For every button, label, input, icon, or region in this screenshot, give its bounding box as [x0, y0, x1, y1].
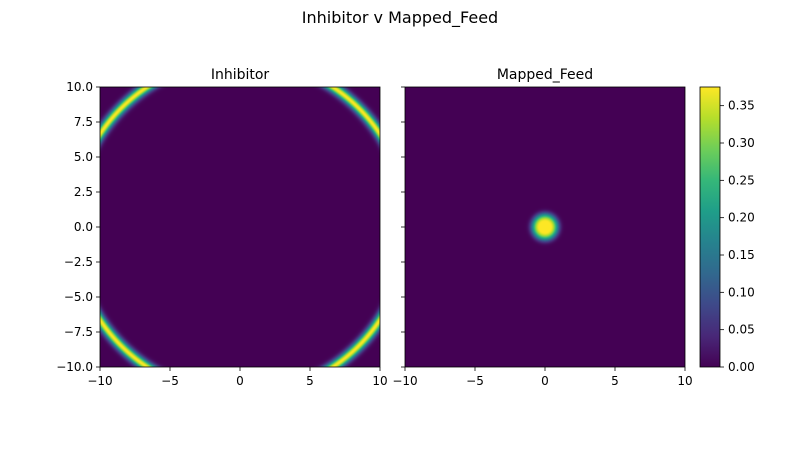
y-tick-label: 2.5 — [74, 185, 93, 199]
heatmap-image-mapped-feed — [405, 87, 685, 367]
x-tick-label: 5 — [611, 374, 619, 388]
y-tick-label: 0.0 — [74, 220, 93, 234]
colorbar-tick-label: 0.15 — [728, 248, 755, 262]
x-tick-label: 10 — [677, 374, 692, 388]
heatmap-panel-inhibitor: Inhibitor −10 −5 0 5 10 −10.0 −7.5 −5.0 −2.5 0.0 2… — [56, 67, 387, 388]
axis-ticks-inhibitor: −10 −5 0 5 10 −10.0 −7.5 −5.0 −2.5 0.0 2.5 5.0 7.5 10… — [56, 80, 387, 388]
x-tick-label: 0 — [236, 374, 244, 388]
panel-title-inhibitor: Inhibitor — [211, 67, 270, 83]
x-tick-label: −5 — [161, 374, 179, 388]
colorbar-tick-label: 0.20 — [728, 211, 755, 225]
y-tick-label: −10.0 — [56, 360, 93, 374]
x-tick-label: 0 — [541, 374, 549, 388]
y-tick-label: 5.0 — [74, 150, 93, 164]
y-tick-label: −5.0 — [64, 290, 93, 304]
axis-ticks-mapped-feed: −10 −5 0 5 10 — [392, 86, 693, 388]
figure-title: Inhibitor v Mapped_Feed — [302, 8, 498, 28]
colorbar-tick-label: 0.05 — [728, 323, 755, 337]
x-tick-label: −5 — [466, 374, 484, 388]
y-tick-label: 10.0 — [66, 80, 93, 94]
y-tick-label: −7.5 — [64, 325, 93, 339]
colorbar-tick-label: 0.35 — [728, 99, 755, 113]
colorbar-tick-label: 0.00 — [728, 360, 755, 374]
x-tick-label: −10 — [392, 374, 417, 388]
x-tick-label: −10 — [87, 374, 112, 388]
colorbar-ticks: 0.00 0.05 0.10 0.15 0.20 0.25 0.30 0.35 — [720, 99, 755, 374]
x-tick-label: 10 — [372, 374, 387, 388]
y-tick-label: 7.5 — [74, 115, 93, 129]
colorbar: 0.00 0.05 0.10 0.15 0.20 0.25 0.30 0.35 — [699, 86, 755, 374]
panel-title-mapped-feed: Mapped_Feed — [497, 67, 593, 83]
colorbar-tick-label: 0.30 — [728, 136, 755, 150]
heatmap-image-inhibitor — [100, 87, 380, 367]
y-tick-label: −2.5 — [64, 255, 93, 269]
heatmap-panel-mapped-feed: Mapped_Feed −10 −5 0 5 10 — [392, 67, 692, 388]
x-tick-label: 5 — [306, 374, 314, 388]
colorbar-frame — [699, 86, 721, 368]
colorbar-gradient — [700, 87, 720, 367]
colorbar-tick-label: 0.25 — [728, 173, 755, 187]
colorbar-tick-label: 0.10 — [728, 285, 755, 299]
